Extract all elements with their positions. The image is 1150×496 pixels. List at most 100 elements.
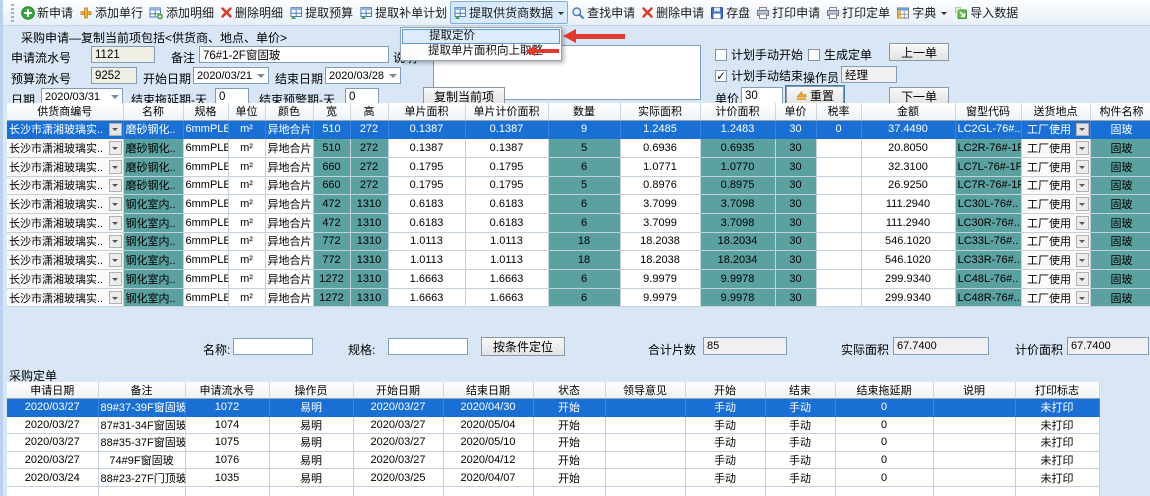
operator-cell[interactable]: 易明 (269, 468, 354, 487)
unit-price-cell[interactable]: 30 (775, 232, 817, 252)
color-cell[interactable]: 异地合片 (265, 250, 314, 270)
supplier-combo-cell[interactable]: 长沙市潇湘玻璃实.. (7, 250, 124, 270)
width-cell[interactable]: 660 (313, 176, 351, 196)
color-cell[interactable]: 异地合片 (265, 213, 314, 233)
quantity-cell[interactable]: 6 (548, 288, 621, 308)
delivery-combo-cell[interactable]: 工厂使用 (1021, 250, 1091, 270)
order-row[interactable]: 2020/03/24 88#23-27F门顶玻 1035 易明 2020/03/… (7, 468, 1100, 487)
save-button[interactable]: 存盘 (707, 1, 753, 24)
actual-area-cell[interactable]: 0.8976 (620, 176, 701, 196)
column-header[interactable]: 实际面积 (620, 103, 701, 121)
spec-cell[interactable]: 6mmPLE.. (183, 250, 229, 270)
component-name-cell[interactable]: 固玻 (1090, 269, 1150, 289)
print-flag-cell[interactable]: 未打印 (1015, 468, 1100, 487)
detail-table-row[interactable]: 长沙市潇湘玻璃实.. 钢化室内.. 6mmPLE.. m² 异地合片 772 1… (7, 232, 1150, 252)
dictionary-button[interactable]: 字典 (893, 1, 951, 24)
height-cell[interactable]: 1310 (350, 288, 389, 308)
tax-rate-cell[interactable] (816, 288, 862, 308)
spec-filter-input[interactable] (388, 338, 468, 355)
actual-area-cell[interactable]: 1.0771 (620, 157, 701, 177)
width-cell[interactable]: 510 (313, 138, 351, 158)
component-name-cell[interactable]: 固玻 (1090, 250, 1150, 270)
name-cell[interactable]: 钢化室内.. (123, 232, 184, 252)
column-header[interactable]: 结束 (765, 382, 836, 399)
supplier-combo-cell[interactable]: 长沙市潇湘玻璃实.. (7, 120, 124, 140)
amount-cell[interactable]: 111.2940 (861, 194, 956, 214)
unit-cell[interactable]: m² (228, 232, 266, 252)
piece-area-cell[interactable]: 0.1795 (388, 157, 466, 177)
chevron-down-icon[interactable] (1075, 215, 1089, 230)
chevron-down-icon[interactable] (108, 159, 122, 174)
chevron-down-icon[interactable] (1075, 234, 1089, 249)
menu-item-extract-pricing[interactable]: 提取定价 (402, 29, 560, 44)
amount-cell[interactable]: 20.8050 (861, 138, 956, 158)
quantity-cell[interactable]: 18 (548, 232, 621, 252)
piece-area-cell[interactable]: 1.0113 (388, 250, 466, 270)
start-mode-cell[interactable]: 手动 (685, 398, 766, 417)
chevron-down-icon[interactable] (108, 197, 122, 211)
column-header[interactable]: 高 (350, 103, 389, 121)
extract-budget-button[interactable]: 提取预算 (286, 1, 356, 24)
note-cell[interactable] (933, 468, 1016, 487)
end-delay-cell[interactable]: 0 (835, 468, 934, 487)
calc-area-cell[interactable]: 3.7098 (700, 194, 776, 214)
spec-cell[interactable]: 6mmPLE.. (183, 157, 229, 177)
start-date-cell[interactable]: 2020/03/25 (353, 468, 444, 487)
amount-cell[interactable]: 37.4490 (861, 120, 956, 140)
chevron-down-icon[interactable] (108, 272, 122, 286)
delete-detail-button[interactable]: 删除明细 (217, 1, 286, 24)
amount-cell[interactable]: 26.9250 (861, 176, 956, 196)
column-header[interactable]: 金额 (861, 103, 956, 121)
supplier-combo-cell[interactable]: 长沙市潇湘玻璃实.. (7, 157, 124, 177)
order-row[interactable]: 2020/03/27 88#35-37F窗固玻 1075 易明 2020/03/… (7, 433, 1100, 452)
chevron-down-icon[interactable] (1075, 272, 1089, 286)
unit-price-cell[interactable]: 30 (775, 157, 817, 177)
actual-area-cell[interactable]: 9.9979 (620, 288, 701, 308)
print-flag-cell[interactable]: 未打印 (1015, 433, 1100, 452)
color-cell[interactable]: 异地合片 (265, 232, 314, 252)
piece-calc-area-cell[interactable]: 1.6663 (465, 288, 549, 308)
note-cell[interactable] (933, 433, 1016, 452)
chevron-down-icon[interactable] (1075, 159, 1089, 174)
tax-rate-cell[interactable] (816, 269, 862, 289)
remark-cell[interactable]: 87#31-34F窗固玻 (98, 416, 186, 435)
window-code-cell[interactable]: LC30R-76#.. (955, 213, 1022, 233)
delivery-combo-cell[interactable]: 工厂使用 (1021, 157, 1091, 177)
quantity-cell[interactable]: 6 (548, 269, 621, 289)
window-code-cell[interactable]: LC48R-76#.. (955, 288, 1022, 308)
height-cell[interactable]: 1310 (350, 194, 389, 214)
piece-calc-area-cell[interactable]: 0.6183 (465, 194, 549, 214)
remark-cell[interactable]: 88#23-27F门顶玻 (98, 468, 186, 487)
print-flag-cell[interactable]: 未打印 (1015, 451, 1100, 470)
window-code-cell[interactable]: LC48L-76#.. (955, 269, 1022, 289)
tax-rate-cell[interactable] (816, 157, 862, 177)
column-header[interactable]: 税率 (816, 103, 862, 121)
height-cell[interactable]: 1310 (350, 232, 389, 252)
height-cell[interactable]: 1310 (350, 213, 389, 233)
quantity-cell[interactable]: 18 (548, 250, 621, 270)
delivery-combo-cell[interactable]: 工厂使用 (1021, 176, 1091, 196)
chevron-down-icon[interactable] (1075, 253, 1089, 267)
supplier-combo-cell[interactable]: 长沙市潇湘玻璃实.. (7, 232, 124, 252)
component-name-cell[interactable]: 固玻 (1090, 288, 1150, 308)
chevron-down-icon[interactable] (108, 253, 122, 267)
apply-date-cell[interactable]: 2020/03/27 (7, 451, 99, 470)
name-filter-input[interactable] (233, 338, 313, 355)
window-code-cell[interactable]: LC33R-76#.. (955, 250, 1022, 270)
unit-price-cell[interactable]: 30 (775, 213, 817, 233)
note-cell[interactable] (933, 398, 1016, 417)
unit-cell[interactable]: m² (228, 157, 266, 177)
add-single-row-button[interactable]: 添加单行 (76, 1, 146, 24)
unit-price-cell[interactable]: 30 (775, 120, 817, 140)
piece-area-cell[interactable]: 0.1795 (388, 176, 466, 196)
calc-area-cell[interactable]: 0.6935 (700, 138, 776, 158)
window-code-cell[interactable]: LC7L-76#-1FO (955, 157, 1022, 177)
calc-area-cell[interactable]: 18.2034 (700, 250, 776, 270)
supplier-combo-cell[interactable]: 长沙市潇湘玻璃实.. (7, 269, 124, 289)
color-cell[interactable]: 异地合片 (265, 120, 314, 140)
actual-area-cell[interactable]: 18.2038 (620, 232, 701, 252)
column-header[interactable]: 计价面积 (700, 103, 776, 121)
apply-date-cell[interactable]: 2020/03/24 (7, 468, 99, 487)
calc-area-cell[interactable]: 1.0770 (700, 157, 776, 177)
checkbox-icon[interactable]: ✓ (715, 68, 727, 83)
